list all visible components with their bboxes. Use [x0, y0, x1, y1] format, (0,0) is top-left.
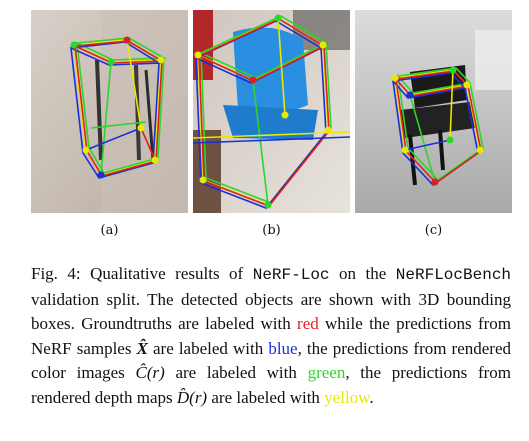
caption-text: Qualitative results of [80, 264, 253, 283]
figure-caption: Fig. 4: Qualitative results of NeRF-Loc … [31, 262, 511, 411]
caption-text: validation split. The detected objects a… [31, 289, 511, 334]
photo-blue-chair [193, 10, 350, 213]
math-x-hat: X̂ [136, 338, 148, 358]
blue-label: blue [268, 338, 298, 358]
figure-panel-b [193, 10, 350, 213]
caption-text: on the [329, 264, 396, 283]
caption-text: are labeled with [147, 338, 269, 358]
math-c-hat: Ĉ [135, 363, 147, 383]
red-label: red [297, 314, 319, 334]
yellow-label: yellow [324, 387, 370, 407]
green-label: green [307, 363, 346, 383]
caption-text: are labeled with [207, 387, 325, 407]
caption-text: . [369, 387, 374, 407]
method-name: NeRF-Loc [252, 266, 330, 284]
figure-number: Fig. 4: [31, 264, 81, 283]
panel-label-c: (c) [424, 223, 443, 238]
math-r: (r) [146, 363, 165, 383]
math-r: (r) [189, 387, 208, 407]
panel-label-b: (b) [262, 223, 281, 238]
caption-text: while the predictions from NeRF samples [31, 314, 511, 358]
panel-label-a: (a) [100, 223, 119, 238]
figure-panel-c [355, 10, 512, 213]
benchmark-name: NeRFLocBench [395, 266, 512, 284]
photo-black-chair [355, 10, 512, 213]
photo-cabinet-frame [31, 10, 188, 213]
caption-text: are labeled with [164, 363, 308, 383]
math-d-hat: D̂ [176, 387, 190, 407]
figure-panel-a [31, 10, 188, 213]
caption-text: , the predictions from rendered depth ma… [31, 363, 512, 407]
caption-text: , the predictions from rendered color im… [31, 338, 511, 383]
